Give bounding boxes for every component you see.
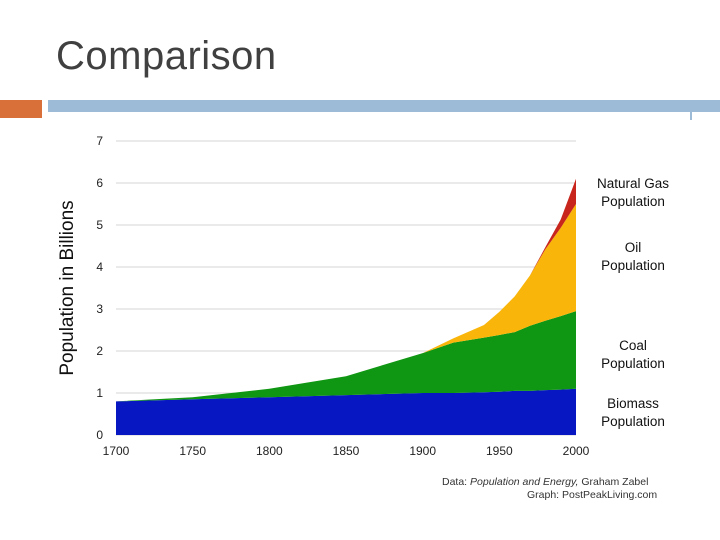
legend-coal-line-1: Coal [619, 338, 647, 353]
y-tick-label-2: 2 [96, 344, 103, 358]
legend-natural_gas-line-2: Population [601, 194, 665, 209]
x-tick-label-1900: 1900 [409, 444, 436, 458]
legend-oil-line-2: Population [601, 258, 665, 273]
x-tick-label-1850: 1850 [333, 444, 360, 458]
y-tick-label-7: 7 [96, 134, 103, 148]
legend-biomass-line-2: Population [601, 414, 665, 429]
slide-title: Comparison [56, 34, 277, 78]
x-tick-label-1950: 1950 [486, 444, 513, 458]
x-tick-label-2000: 2000 [563, 444, 590, 458]
area-coal [116, 311, 576, 402]
y-tick-label-1: 1 [96, 386, 103, 400]
area-biomass [116, 388, 576, 435]
x-tick-label-1700: 1700 [103, 444, 130, 458]
y-tick-label-5: 5 [96, 218, 103, 232]
y-tick-label-6: 6 [96, 176, 103, 190]
accent-bar-orange [0, 100, 42, 118]
legend-oil-line-1: Oil [625, 240, 642, 255]
data-credit-source: Population and Energy, [470, 476, 579, 488]
legend-biomass-line-1: Biomass [607, 396, 659, 411]
y-tick-label-4: 4 [96, 260, 103, 274]
y-axis-label: Population in Billions [57, 200, 78, 375]
accent-bar-blue-tick [690, 100, 692, 120]
x-tick-label-1750: 1750 [179, 444, 206, 458]
y-tick-label-0: 0 [96, 428, 103, 442]
legend-coal-line-2: Population [601, 356, 665, 371]
graph-credit: Graph: PostPeakLiving.com [527, 489, 658, 501]
data-credit-prefix: Data: [442, 476, 471, 488]
accent-bar-blue [48, 100, 720, 112]
data-credit: Data: Population and Energy, Graham Zabe… [442, 476, 648, 488]
data-credit-author: Graham Zabel [578, 476, 649, 488]
x-tick-label-1800: 1800 [256, 444, 283, 458]
y-tick-label-3: 3 [96, 302, 103, 316]
legend-natural_gas-line-1: Natural Gas [597, 176, 669, 191]
